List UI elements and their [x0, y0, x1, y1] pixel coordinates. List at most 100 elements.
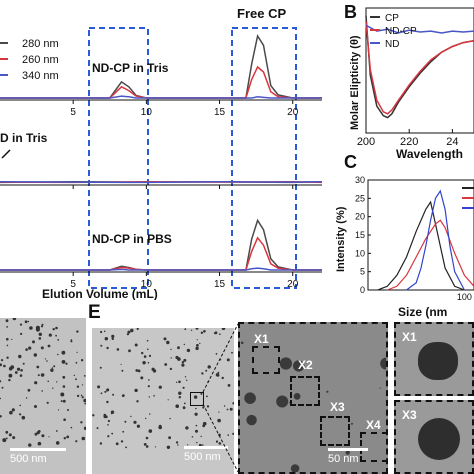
particle-dot: [104, 390, 107, 393]
particle-dot: [126, 333, 129, 336]
particle-dot: [50, 368, 54, 372]
particle-dot: [107, 419, 110, 423]
particle-dot: [37, 374, 40, 377]
particle-dot: [196, 441, 198, 444]
particle-dot: [11, 338, 13, 340]
particle-dot: [120, 440, 124, 443]
particle-dot: [175, 381, 178, 383]
particle-dot: [187, 444, 189, 446]
cd-line-nd-cp: [365, 21, 474, 115]
dls-ytick-label-3: 15: [355, 230, 365, 240]
particle-dot: [37, 441, 42, 446]
box-x3: [320, 416, 350, 446]
particle-dot: [35, 325, 40, 330]
dls-line-2: [406, 189, 465, 291]
particle-dot: [158, 385, 162, 389]
particle-dot: [111, 432, 114, 435]
x-axis-label-b: Wavelength: [396, 147, 463, 160]
particle-dot: [379, 387, 381, 389]
particle-dot: [137, 369, 141, 373]
particle-dot: [183, 402, 186, 405]
particle-dot: [0, 359, 4, 362]
particle-dot: [84, 402, 86, 405]
dls-ytick-label-1: 5: [360, 267, 365, 277]
particle-dot: [196, 344, 199, 347]
particle-dot: [145, 445, 149, 448]
particle-dot: [40, 325, 44, 328]
particle-dot: [169, 417, 171, 420]
particle-dot: [380, 357, 386, 370]
particle-dot: [136, 328, 139, 330]
particle-dot: [136, 424, 140, 428]
particle-dot: [175, 355, 179, 360]
particle-dot: [175, 404, 179, 408]
particle-dot: [226, 358, 230, 362]
particle-dot: [76, 385, 80, 388]
particle-dot: [20, 332, 23, 335]
particle-dot: [8, 378, 11, 382]
particle-dot: [103, 413, 107, 417]
particle-dot: [60, 400, 63, 403]
particle-dot: [207, 365, 211, 369]
side-label-x3: X3: [402, 408, 417, 422]
particle-dot: [218, 442, 222, 445]
particle-dot: [202, 406, 205, 409]
legend: 280 nm 260 nm 340 nm: [0, 38, 59, 82]
particle-dot: [106, 400, 109, 404]
trace-2-0: [0, 218, 322, 271]
dls-xtick-label-0: 100: [457, 292, 472, 300]
particle-dot: [12, 436, 16, 440]
particle-dot: [168, 436, 171, 440]
particle-dot: [158, 425, 162, 430]
particle-dot: [147, 362, 150, 364]
particle-dot: [293, 393, 301, 400]
particle-dot: [55, 441, 60, 445]
particle-dot: [206, 395, 208, 398]
particle-dot: [115, 442, 119, 446]
particle-dot: [81, 396, 84, 399]
particle-dot: [80, 359, 84, 362]
box-x1: [252, 346, 280, 374]
particle-dot: [75, 440, 78, 443]
particle-dot: [28, 443, 32, 447]
particle-dot: [19, 404, 22, 407]
particle-dot: [181, 361, 185, 364]
particle-dot: [166, 445, 171, 449]
particle-dot: [66, 435, 70, 439]
particle-dot: [120, 363, 122, 365]
particle-dot: [244, 392, 256, 404]
particle-dot: [221, 328, 226, 331]
legend-label-nd-cp: ND-CP: [385, 26, 417, 37]
particle-dot: [199, 342, 201, 345]
particle-dot: [6, 356, 9, 359]
particle-dot: [3, 364, 6, 368]
particle-dot: [195, 407, 197, 410]
scale-bar-mid: 500 nm: [184, 446, 228, 463]
particle-dot: [14, 371, 18, 374]
panel-a-chromatogram: 5 10 15 20 5 10 15 20 280 nm 260 nm 340 nm Free…: [0, 6, 323, 300]
particle-dot: [177, 346, 180, 350]
x-axis-label-c: Size (nm: [398, 305, 448, 319]
particle-dot: [200, 331, 204, 334]
particle-dot: [151, 367, 155, 371]
particle-dot: [11, 408, 15, 412]
y-axis-label-b: Molar Elipticity (θ): [349, 35, 361, 130]
particle-dot: [28, 346, 32, 350]
plot-frame-c: [367, 179, 474, 291]
particle-dot: [219, 333, 221, 335]
particle-dot: [289, 401, 291, 404]
particle-dot: [121, 394, 125, 397]
particle-dot: [182, 386, 185, 389]
particle-x3: [418, 418, 460, 460]
tick-label-0-0: 5: [70, 107, 76, 118]
particle-dot: [83, 398, 86, 403]
scale-bar-left: 500 nm: [10, 448, 66, 465]
particle-dot: [76, 394, 80, 398]
particle-dot: [206, 405, 210, 408]
x-axis-label: Elution Volume (mL): [42, 287, 158, 300]
particle-dot: [61, 360, 66, 364]
particle-dot: [201, 372, 204, 375]
particle-dot: [183, 343, 185, 346]
particle-dot: [351, 422, 353, 425]
inset-label-x2: X2: [298, 358, 313, 372]
